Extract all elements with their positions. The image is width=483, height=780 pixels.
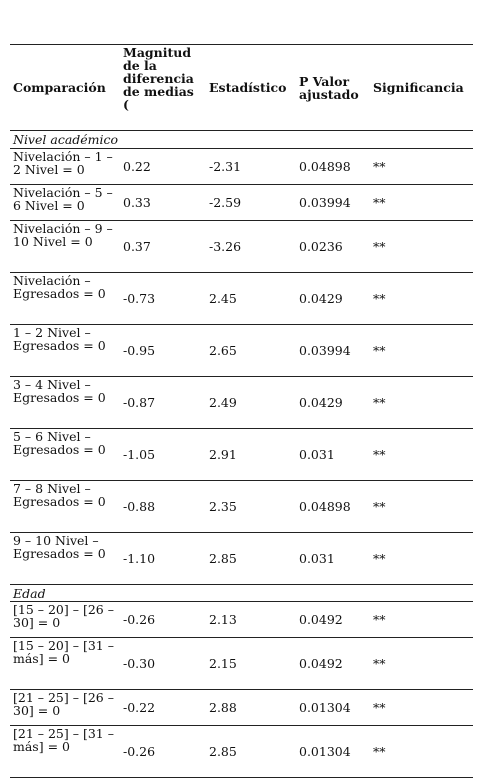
cell-p-valor: 0.01304 [299,700,351,715]
cell-magnitud: -0.26 [123,744,156,759]
table-row: Nivelación – 9 – 10 Nivel = 0 0.37 -3.26… [10,221,473,273]
cell-comparacion: 1 – 2 Nivel – Egresados = 0 [13,325,106,353]
cell-estadistico: 2.13 [209,612,237,627]
cell-comparacion: Nivelación – Egresados = 0 [13,273,106,301]
table-row: 9 – 10 Nivel – Egresados = 0 -1.10 2.85 … [10,533,473,585]
cell-magnitud: -0.73 [123,291,156,306]
comparison-table: Comparación Magnitud de la diferencia de… [10,44,473,778]
cell-estadistico: 2.91 [209,447,237,462]
cell-significancia: ** [373,612,386,627]
cell-p-valor: 0.03994 [299,343,351,358]
table-row: Nivelación – Egresados = 0 -0.73 2.45 0.… [10,273,473,325]
section-row: Nivel académico [10,130,473,149]
table-row: 7 – 8 Nivel – Egresados = 0 -0.88 2.35 0… [10,481,473,533]
cell-estadistico: 2.15 [209,656,237,671]
cell-comparacion: [21 – 25] – [31 – más] = 0 [13,726,114,754]
cell-p-valor: 0.0492 [299,612,343,627]
cell-estadistico: -3.26 [209,239,242,254]
cell-estadistico: 2.45 [209,291,237,306]
cell-magnitud: 0.37 [123,239,151,254]
cell-significancia: ** [373,499,386,514]
cell-comparacion: Nivelación – 5 – 6 Nivel = 0 [13,185,113,213]
table-body: Nivel académico Nivelación – 1 – 2 Nivel… [10,130,473,778]
cell-magnitud: 0.22 [123,159,151,174]
results-table-container: Comparación Magnitud de la diferencia de… [10,44,473,778]
cell-estadistico: -2.59 [209,195,242,210]
cell-significancia: ** [373,195,386,210]
cell-magnitud: 0.33 [123,195,151,210]
cell-significancia: ** [373,395,386,410]
table-row: [21 – 25] – [31 – más] = 0 -0.26 2.85 0.… [10,726,473,778]
cell-p-valor: 0.0492 [299,656,343,671]
cell-comparacion: 7 – 8 Nivel – Egresados = 0 [13,481,106,509]
cell-magnitud: -0.30 [123,656,156,671]
cell-magnitud: -0.95 [123,343,156,358]
table-row: 1 – 2 Nivel – Egresados = 0 -0.95 2.65 0… [10,325,473,377]
cell-p-valor: 0.0236 [299,239,343,254]
section-row: Edad [10,584,473,602]
cell-p-valor: 0.01304 [299,744,351,759]
cell-significancia: ** [373,447,386,462]
cell-estadistico: 2.85 [209,551,237,566]
header-comparacion: Comparación [13,80,106,95]
cell-magnitud: -0.26 [123,612,156,627]
cell-significancia: ** [373,159,386,174]
cell-significancia: ** [373,656,386,671]
cell-estadistico: 2.65 [209,343,237,358]
cell-comparacion: Nivelación – 1 – 2 Nivel = 0 [13,149,113,177]
header-estadistico: Estadístico [209,80,287,95]
cell-estadistico: 2.88 [209,700,237,715]
cell-significancia: ** [373,291,386,306]
header-significancia: Significancia [373,80,464,95]
cell-p-valor: 0.04898 [299,499,351,514]
table-row: [15 – 20] – [26 – 30] = 0 -0.26 2.13 0.0… [10,602,473,638]
cell-estadistico: 2.35 [209,499,237,514]
cell-comparacion: 5 – 6 Nivel – Egresados = 0 [13,429,106,457]
header-p-valor: P Valor ajustado [299,73,359,102]
cell-magnitud: -0.22 [123,700,156,715]
cell-p-valor: 0.04898 [299,159,351,174]
cell-significancia: ** [373,239,386,254]
table-row: [15 – 20] – [31 – más] = 0 -0.30 2.15 0.… [10,638,473,690]
cell-estadistico: 2.85 [209,744,237,759]
section-title: Nivel académico [10,130,473,149]
cell-comparacion: [21 – 25] – [26 – 30] = 0 [13,690,114,718]
cell-significancia: ** [373,551,386,566]
cell-significancia: ** [373,744,386,759]
cell-significancia: ** [373,700,386,715]
header-magnitud: Magnitud de la diferencia de medias ( [123,45,194,112]
table-row: Nivelación – 1 – 2 Nivel = 0 0.22 -2.31 … [10,149,473,185]
section-title: Edad [10,584,473,602]
cell-comparacion: [15 – 20] – [26 – 30] = 0 [13,602,114,630]
cell-comparacion: 9 – 10 Nivel – Egresados = 0 [13,533,106,561]
cell-p-valor: 0.0429 [299,395,343,410]
table-row: Nivelación – 5 – 6 Nivel = 0 0.33 -2.59 … [10,185,473,221]
cell-p-valor: 0.031 [299,551,335,566]
cell-comparacion: 3 – 4 Nivel – Egresados = 0 [13,377,106,405]
cell-estadistico: -2.31 [209,159,242,174]
table-row: [21 – 25] – [26 – 30] = 0 -0.22 2.88 0.0… [10,690,473,726]
table-row: 5 – 6 Nivel – Egresados = 0 -1.05 2.91 0… [10,429,473,481]
table-row: 3 – 4 Nivel – Egresados = 0 -0.87 2.49 0… [10,377,473,429]
cell-estadistico: 2.49 [209,395,237,410]
cell-p-valor: 0.031 [299,447,335,462]
cell-p-valor: 0.03994 [299,195,351,210]
cell-magnitud: -0.87 [123,395,156,410]
cell-magnitud: -1.05 [123,447,156,462]
cell-p-valor: 0.0429 [299,291,343,306]
table-header: Comparación Magnitud de la diferencia de… [10,44,473,131]
cell-magnitud: -0.88 [123,499,156,514]
cell-magnitud: -1.10 [123,551,156,566]
cell-comparacion: [15 – 20] – [31 – más] = 0 [13,638,114,666]
cell-comparacion: Nivelación – 9 – 10 Nivel = 0 [13,221,113,249]
cell-significancia: ** [373,343,386,358]
